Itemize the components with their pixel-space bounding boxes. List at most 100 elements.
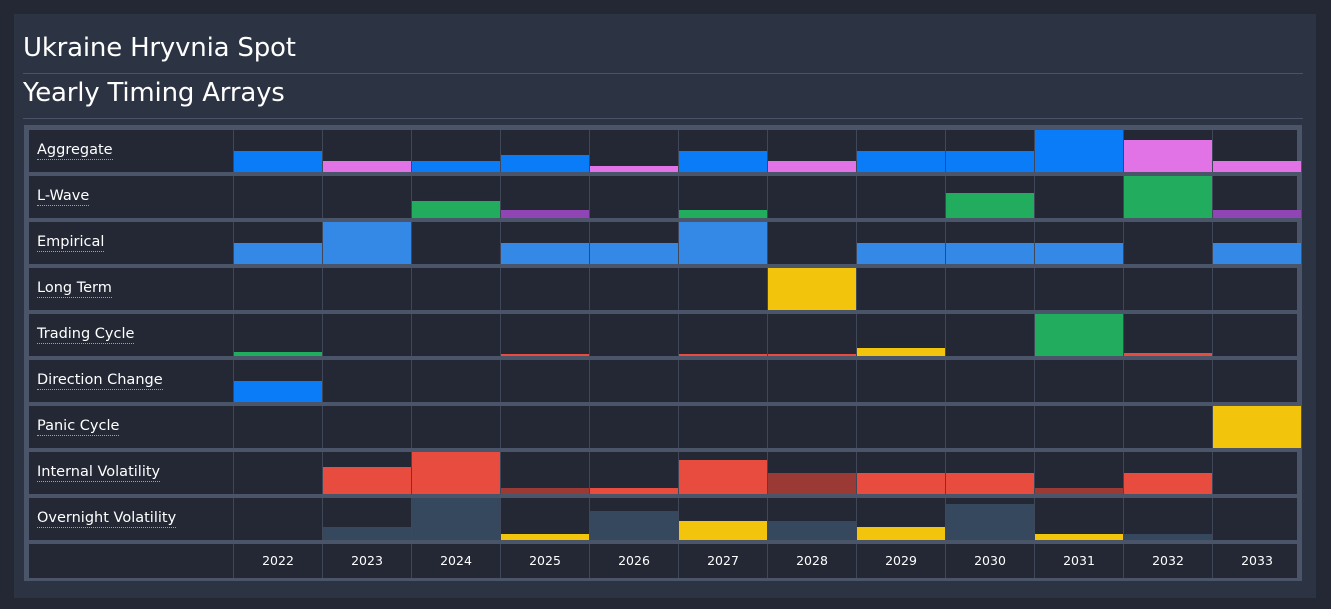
array-cell	[589, 498, 678, 540]
year-axis-row: 2022 2023 2024 2025 2026 2027 2028 2029 2030 2031…	[29, 544, 1297, 578]
array-cell	[1212, 360, 1301, 402]
title-divider	[23, 73, 1303, 74]
array-cell	[322, 222, 411, 264]
array-cell	[945, 452, 1034, 494]
array-bar	[590, 511, 678, 540]
array-cell	[1212, 130, 1301, 172]
array-bar	[1213, 243, 1301, 264]
array-cell	[767, 268, 856, 310]
array-bar	[946, 243, 1034, 264]
array-cell	[500, 130, 589, 172]
array-bar	[501, 534, 589, 540]
array-cell	[1034, 498, 1123, 540]
array-cell	[678, 268, 767, 310]
array-bar	[590, 243, 678, 264]
array-cell	[856, 360, 945, 402]
array-cell	[589, 360, 678, 402]
array-bar	[857, 473, 945, 494]
array-bar	[857, 527, 945, 540]
array-cell	[1123, 314, 1212, 356]
array-cell	[945, 360, 1034, 402]
year-label: 2022	[233, 544, 322, 578]
row-label[interactable]: Long Term	[37, 280, 112, 298]
array-cell	[1123, 360, 1212, 402]
array-cell	[411, 222, 500, 264]
row-label[interactable]: Direction Change	[37, 372, 163, 390]
array-cell	[233, 452, 322, 494]
array-bar	[501, 155, 589, 172]
array-bar	[323, 467, 411, 494]
array-cell	[1212, 452, 1301, 494]
array-cell	[500, 406, 589, 448]
array-cell	[500, 498, 589, 540]
row-label[interactable]: Overnight Volatility	[37, 510, 177, 528]
array-row: Direction Change	[29, 360, 1297, 402]
array-bar	[857, 151, 945, 172]
array-cell	[856, 130, 945, 172]
array-cell	[856, 406, 945, 448]
array-bar	[768, 521, 856, 540]
array-cell	[856, 498, 945, 540]
array-cell	[500, 268, 589, 310]
array-bar	[412, 498, 500, 540]
row-label[interactable]: Aggregate	[37, 142, 113, 160]
array-cell	[945, 222, 1034, 264]
array-row: Panic Cycle	[29, 406, 1301, 448]
row-label[interactable]: Panic Cycle	[37, 418, 120, 436]
array-cell	[1212, 406, 1301, 448]
array-row: Long Term	[29, 268, 1297, 310]
array-bar	[234, 243, 322, 264]
array-cell	[322, 498, 411, 540]
array-cell	[500, 222, 589, 264]
array-cell	[411, 452, 500, 494]
array-cell	[322, 406, 411, 448]
array-cell	[945, 498, 1034, 540]
array-bar	[946, 193, 1034, 218]
array-cell	[945, 268, 1034, 310]
array-bar	[590, 488, 678, 494]
array-cell	[767, 360, 856, 402]
array-bar	[1124, 353, 1212, 356]
array-cell	[1123, 222, 1212, 264]
row-label[interactable]: L-Wave	[37, 188, 90, 206]
array-bar	[1035, 488, 1123, 494]
row-label[interactable]: Internal Volatility	[37, 464, 161, 482]
year-label: 2026	[589, 544, 678, 578]
row-label[interactable]: Empirical	[37, 234, 105, 252]
array-bar	[1213, 161, 1301, 172]
array-bar	[768, 268, 856, 310]
array-row: L-Wave	[29, 176, 1301, 218]
array-cell	[678, 452, 767, 494]
array-row: Empirical	[29, 222, 1301, 264]
array-cell	[856, 176, 945, 218]
array-cell	[1123, 452, 1212, 494]
array-cell	[678, 176, 767, 218]
year-label: 2028	[767, 544, 856, 578]
array-cell	[411, 406, 500, 448]
array-cell	[411, 176, 500, 218]
array-cell	[767, 222, 856, 264]
year-label: 2024	[411, 544, 500, 578]
array-bar	[323, 161, 411, 172]
array-cell	[322, 130, 411, 172]
array-bar	[679, 151, 767, 172]
array-bar	[1124, 176, 1212, 218]
array-row: Aggregate	[29, 130, 1301, 172]
array-cell	[767, 406, 856, 448]
array-bar	[768, 161, 856, 172]
array-cell	[767, 452, 856, 494]
array-cell	[1034, 314, 1123, 356]
row-label[interactable]: Trading Cycle	[37, 326, 135, 344]
array-cell	[589, 406, 678, 448]
year-label: 2023	[322, 544, 411, 578]
array-bar	[946, 473, 1034, 494]
array-cell	[233, 130, 322, 172]
array-bar	[679, 460, 767, 494]
array-bar	[857, 348, 945, 356]
array-cell	[1123, 268, 1212, 310]
array-bar	[234, 352, 322, 356]
array-cell	[945, 314, 1034, 356]
array-bar	[323, 527, 411, 540]
array-cell	[1034, 130, 1123, 172]
array-cell	[233, 314, 322, 356]
